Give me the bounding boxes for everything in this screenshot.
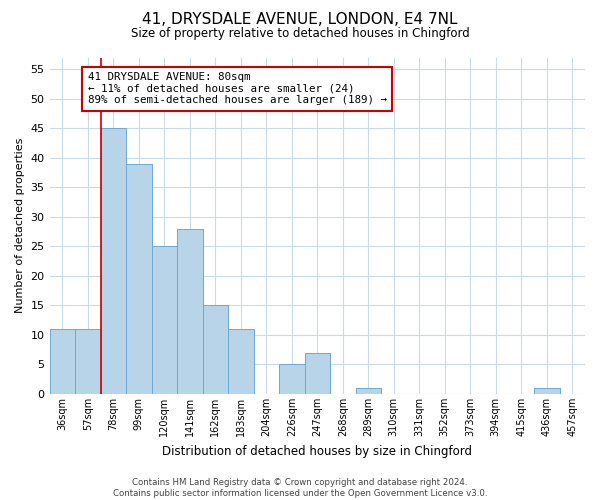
Text: 41, DRYSDALE AVENUE, LONDON, E4 7NL: 41, DRYSDALE AVENUE, LONDON, E4 7NL [142, 12, 458, 28]
Bar [75, 329, 101, 394]
Bar [534, 388, 560, 394]
Bar [177, 228, 203, 394]
Text: Contains HM Land Registry data © Crown copyright and database right 2024.
Contai: Contains HM Land Registry data © Crown c… [113, 478, 487, 498]
Bar [50, 329, 75, 394]
Bar [152, 246, 177, 394]
Text: Size of property relative to detached houses in Chingford: Size of property relative to detached ho… [131, 28, 469, 40]
Bar [279, 364, 305, 394]
X-axis label: Distribution of detached houses by size in Chingford: Distribution of detached houses by size … [162, 444, 472, 458]
Bar [228, 329, 254, 394]
Bar [101, 128, 126, 394]
Text: 41 DRYSDALE AVENUE: 80sqm
← 11% of detached houses are smaller (24)
89% of semi-: 41 DRYSDALE AVENUE: 80sqm ← 11% of detac… [88, 72, 387, 106]
Y-axis label: Number of detached properties: Number of detached properties [15, 138, 25, 314]
Bar [203, 306, 228, 394]
Bar [126, 164, 152, 394]
Bar [305, 352, 330, 394]
Bar [356, 388, 381, 394]
